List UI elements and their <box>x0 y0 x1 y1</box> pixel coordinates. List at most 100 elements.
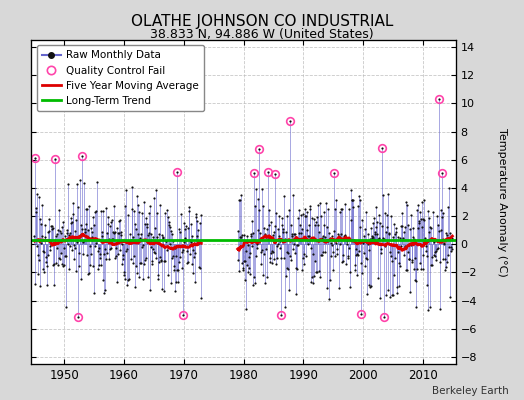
Point <box>439 256 447 262</box>
Point <box>178 248 186 255</box>
Point <box>190 240 198 246</box>
Point <box>149 234 158 240</box>
Point <box>114 218 123 225</box>
Point <box>57 250 65 256</box>
Point <box>99 277 107 283</box>
Point <box>174 279 182 286</box>
Point <box>132 226 140 233</box>
Point <box>323 224 332 230</box>
Point <box>87 225 95 232</box>
Point <box>189 247 197 253</box>
Point <box>278 226 287 232</box>
Point <box>299 255 307 261</box>
Point <box>95 262 103 268</box>
Point <box>361 226 369 232</box>
Point <box>297 212 305 218</box>
Point <box>159 234 168 240</box>
Point <box>157 258 165 264</box>
Point <box>97 208 105 215</box>
Point <box>37 240 45 246</box>
Point <box>250 203 259 210</box>
Point <box>293 266 302 272</box>
Point <box>444 204 453 210</box>
Point <box>97 232 106 239</box>
Point <box>68 219 76 226</box>
Point <box>173 266 182 273</box>
Point <box>357 270 366 276</box>
Point <box>387 252 395 259</box>
Point <box>34 270 42 277</box>
Point <box>406 288 414 295</box>
Point <box>253 245 261 252</box>
Point <box>251 280 259 286</box>
Point <box>354 203 362 210</box>
Point <box>144 230 152 236</box>
Point <box>328 242 336 248</box>
Point <box>351 261 359 268</box>
Point <box>289 246 297 252</box>
Point <box>128 206 136 212</box>
Point <box>344 255 352 261</box>
Point <box>435 228 444 234</box>
Point <box>411 255 419 261</box>
Point <box>169 238 177 244</box>
Point <box>437 206 445 213</box>
Point <box>309 280 318 286</box>
Point <box>243 232 252 239</box>
Point <box>372 204 380 210</box>
Point <box>188 261 196 268</box>
Point <box>447 244 455 251</box>
Point <box>161 210 170 216</box>
Point <box>405 256 413 262</box>
Point <box>166 240 174 247</box>
Point <box>403 222 412 228</box>
Point <box>265 254 274 261</box>
Point <box>52 260 60 266</box>
Point <box>313 269 321 276</box>
Point <box>137 231 145 237</box>
Point <box>433 246 441 252</box>
Point <box>144 274 152 280</box>
Point <box>431 248 440 255</box>
Point <box>118 240 126 247</box>
Point <box>116 232 125 238</box>
Point <box>408 234 417 240</box>
Point <box>140 260 148 267</box>
Point <box>167 280 176 286</box>
Point <box>389 234 397 240</box>
Point <box>196 212 205 218</box>
Point <box>53 226 62 233</box>
Point <box>162 238 170 245</box>
Point <box>258 272 267 278</box>
Point <box>417 216 425 222</box>
Point <box>312 219 320 226</box>
Point <box>307 279 315 286</box>
Point <box>355 192 363 199</box>
Point <box>121 276 129 282</box>
Point <box>268 231 277 238</box>
Point <box>421 239 430 246</box>
Point <box>324 238 332 244</box>
Point <box>421 235 429 242</box>
Point <box>296 237 304 244</box>
Point <box>259 203 267 209</box>
Point <box>395 283 403 290</box>
Point <box>440 239 449 246</box>
Point <box>71 244 80 251</box>
Point <box>52 232 61 239</box>
Point <box>275 245 283 251</box>
Point <box>171 245 180 251</box>
Point <box>330 227 338 234</box>
Point <box>309 251 317 257</box>
Point <box>127 184 136 190</box>
Text: OLATHE JOHNSON CO INDUSTRIAL: OLATHE JOHNSON CO INDUSTRIAL <box>131 14 393 29</box>
Point <box>271 170 279 177</box>
Point <box>447 235 456 241</box>
Point <box>285 206 293 213</box>
Point <box>435 96 443 102</box>
Point <box>59 263 68 269</box>
Point <box>61 233 69 240</box>
Point <box>386 294 395 300</box>
Point <box>333 250 341 257</box>
Point <box>432 257 441 264</box>
